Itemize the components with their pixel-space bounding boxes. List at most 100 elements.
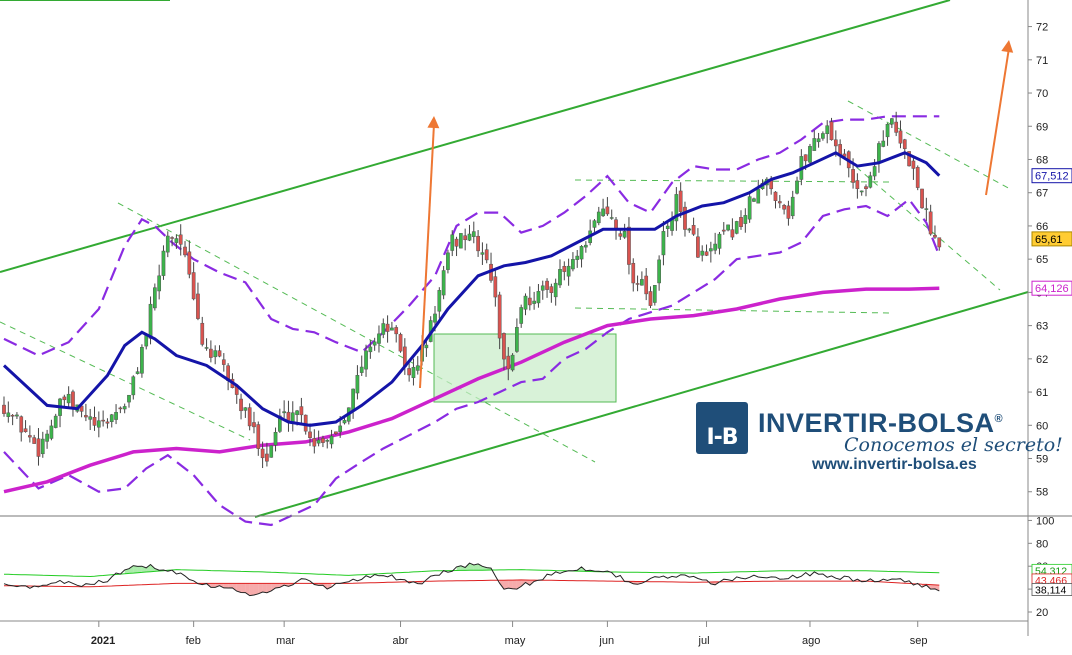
candle-body xyxy=(554,283,557,297)
candle-body xyxy=(869,176,872,188)
candle-body xyxy=(218,351,221,357)
candle-body xyxy=(119,408,122,409)
candle-body xyxy=(222,360,225,365)
candle-body xyxy=(373,342,376,345)
candle-body xyxy=(2,405,5,414)
candle-body xyxy=(688,229,691,230)
candle-body xyxy=(718,234,721,248)
candle-body xyxy=(438,290,441,311)
overbought-fill xyxy=(138,566,142,572)
candle-body xyxy=(175,239,178,243)
candle-body xyxy=(339,426,342,432)
candle-body xyxy=(386,324,389,331)
candle xyxy=(54,414,57,428)
candle-body xyxy=(808,146,811,162)
candle-body xyxy=(576,256,579,260)
candle-body xyxy=(41,439,44,454)
candle-body xyxy=(550,287,553,293)
candle-body xyxy=(399,334,402,351)
candle-body xyxy=(149,304,152,338)
candle-body xyxy=(537,291,540,303)
candle-body xyxy=(636,283,639,284)
candle-body xyxy=(446,253,449,270)
candle-body xyxy=(89,417,92,420)
candle-body xyxy=(140,347,143,373)
candle-body xyxy=(459,233,462,248)
candle-body xyxy=(481,253,484,255)
candle-body xyxy=(925,209,928,210)
candle-body xyxy=(20,417,23,432)
candle-body xyxy=(726,225,729,230)
candle-body xyxy=(464,236,467,240)
price-tick-label: 62 xyxy=(1036,354,1048,366)
candle-body xyxy=(205,347,208,348)
candle xyxy=(735,221,738,234)
candle-body xyxy=(498,295,501,338)
candle-body xyxy=(114,412,117,419)
candle xyxy=(442,266,445,299)
candle-body xyxy=(468,234,471,240)
candle-body xyxy=(408,368,411,375)
candle-body xyxy=(356,375,359,393)
candle-body xyxy=(791,197,794,216)
candle xyxy=(916,165,919,190)
oversold-fill xyxy=(228,583,232,588)
candle-body xyxy=(291,413,294,422)
candle-body xyxy=(571,259,574,269)
brand-url: www.invertir-bolsa.es xyxy=(812,456,977,474)
candle-body xyxy=(515,327,518,351)
candle-body xyxy=(136,372,139,374)
candle-body xyxy=(692,225,695,234)
candle-body xyxy=(584,245,587,247)
candle-body xyxy=(558,269,561,285)
candle-body xyxy=(714,244,717,250)
price-tick-label: 60 xyxy=(1036,420,1048,432)
candle-body xyxy=(683,207,686,229)
candle-body xyxy=(658,260,661,283)
candle-body xyxy=(649,291,652,305)
candle-body xyxy=(472,232,475,237)
candle-body xyxy=(567,266,570,276)
candle-body xyxy=(183,247,186,255)
candle-body xyxy=(601,209,604,216)
candle-body xyxy=(93,417,96,425)
candle-body xyxy=(520,307,523,323)
price-tick-label: 66 xyxy=(1036,221,1048,233)
candle-body xyxy=(364,351,367,369)
candle-body xyxy=(162,251,165,276)
candle-body xyxy=(666,226,669,229)
price-tick-label: 71 xyxy=(1036,55,1048,67)
candle-body xyxy=(334,432,337,434)
candle-body xyxy=(903,140,906,149)
candle-body xyxy=(627,227,630,264)
brand-logo: I-B INVERTIR-BOLSA® Conocemos el secreto… xyxy=(696,402,1036,478)
osc-tick-label: 20 xyxy=(1036,607,1048,619)
candle-body xyxy=(563,266,566,271)
candle-body xyxy=(317,440,320,443)
candle-body xyxy=(287,412,290,420)
oversold-fill xyxy=(250,583,254,595)
candle-body xyxy=(597,212,600,223)
candle-body xyxy=(313,438,316,446)
candle-body xyxy=(731,230,734,237)
price-tick-label: 67 xyxy=(1036,188,1048,200)
candle-body xyxy=(390,328,393,330)
price-value-label: 65,61 xyxy=(1035,234,1063,246)
price-tick-label: 68 xyxy=(1036,154,1048,166)
price-tick-label: 70 xyxy=(1036,88,1048,100)
candle-body xyxy=(179,235,182,245)
logo-badge: I-B xyxy=(696,402,748,454)
candle-body xyxy=(412,367,415,378)
candle-body xyxy=(696,237,699,258)
candle-body xyxy=(511,355,514,370)
price-value-label: 67,512 xyxy=(1035,171,1069,183)
oversold-fill xyxy=(224,583,228,588)
candle-body xyxy=(929,212,932,234)
candle-body xyxy=(321,438,324,442)
candle-body xyxy=(265,454,268,461)
candle-body xyxy=(54,416,57,428)
candle-body xyxy=(830,122,833,140)
candle-body xyxy=(132,377,135,395)
candle-body xyxy=(196,294,199,319)
candle-body xyxy=(382,324,385,335)
